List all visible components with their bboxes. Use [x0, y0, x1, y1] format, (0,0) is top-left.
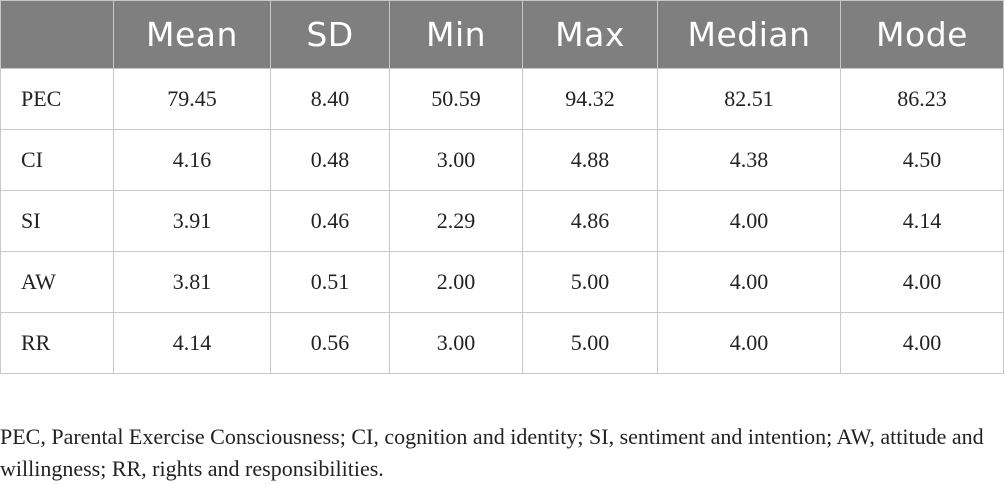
row-label: PEC — [0, 68, 114, 130]
table-cell: 50.59 — [389, 68, 523, 130]
table-cell: 82.51 — [657, 68, 841, 130]
table-cell: 3.00 — [389, 312, 523, 374]
header-cell-sd: SD — [270, 0, 390, 69]
table-cell: 5.00 — [522, 251, 658, 313]
row-label: SI — [0, 190, 114, 252]
header-cell-mean: Mean — [113, 0, 271, 69]
table-cell: 4.50 — [840, 129, 1004, 191]
table-row: RR 4.14 0.56 3.00 5.00 4.00 4.00 — [0, 312, 1004, 374]
table-row: PEC 79.45 8.40 50.59 94.32 82.51 86.23 — [0, 68, 1004, 130]
table-cell: 3.91 — [113, 190, 271, 252]
table-cell: 2.29 — [389, 190, 523, 252]
table-cell: 4.00 — [840, 251, 1004, 313]
table-cell: 79.45 — [113, 68, 271, 130]
table-row: AW 3.81 0.51 2.00 5.00 4.00 4.00 — [0, 251, 1004, 313]
row-label: AW — [0, 251, 114, 313]
table-cell: 0.56 — [270, 312, 390, 374]
table-cell: 4.00 — [657, 190, 841, 252]
table-cell: 4.88 — [522, 129, 658, 191]
table-cell: 3.00 — [389, 129, 523, 191]
table-cell: 4.00 — [657, 312, 841, 374]
table-cell: 0.48 — [270, 129, 390, 191]
stats-table-container: Mean SD Min Max Median Mode PEC 79.45 8.… — [0, 0, 1004, 374]
header-cell-min: Min — [389, 0, 523, 69]
table-cell: 5.00 — [522, 312, 658, 374]
table-cell: 4.14 — [113, 312, 271, 374]
table-cell: 8.40 — [270, 68, 390, 130]
row-label: CI — [0, 129, 114, 191]
descriptive-stats-table: Mean SD Min Max Median Mode PEC 79.45 8.… — [0, 0, 1004, 374]
table-cell: 3.81 — [113, 251, 271, 313]
table-cell: 4.14 — [840, 190, 1004, 252]
header-cell-median: Median — [657, 0, 841, 69]
table-cell: 4.86 — [522, 190, 658, 252]
table-footnote: PEC, Parental Exercise Consciousness; CI… — [0, 424, 984, 481]
table-cell: 2.00 — [389, 251, 523, 313]
header-cell-max: Max — [522, 0, 658, 69]
table-cell: 86.23 — [840, 68, 1004, 130]
table-cell: 94.32 — [522, 68, 658, 130]
table-cell: 4.00 — [840, 312, 1004, 374]
table-cell: 4.00 — [657, 251, 841, 313]
header-cell-mode: Mode — [840, 0, 1004, 69]
table-cell: 4.38 — [657, 129, 841, 191]
table-cell: 0.51 — [270, 251, 390, 313]
table-cell: 0.46 — [270, 190, 390, 252]
row-label: RR — [0, 312, 114, 374]
header-row: Mean SD Min Max Median Mode — [0, 0, 1004, 69]
table-row: CI 4.16 0.48 3.00 4.88 4.38 4.50 — [0, 129, 1004, 191]
header-cell-corner — [0, 0, 114, 69]
table-row: SI 3.91 0.46 2.29 4.86 4.00 4.14 — [0, 190, 1004, 252]
table-cell: 4.16 — [113, 129, 271, 191]
